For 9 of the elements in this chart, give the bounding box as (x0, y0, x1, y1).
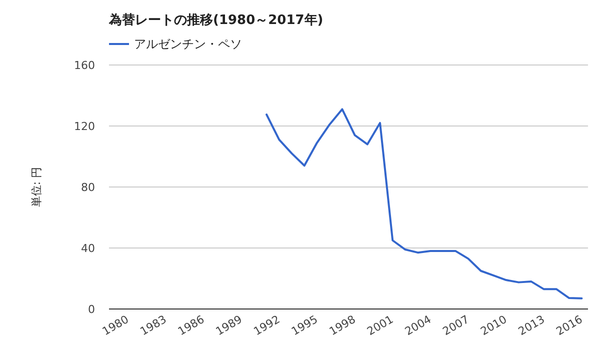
y-tick-label: 120 (74, 120, 95, 133)
y-tick-label: 0 (88, 303, 95, 316)
y-tick-label: 40 (81, 242, 95, 255)
y-tick-label: 80 (81, 181, 95, 194)
line-series (266, 108, 583, 300)
legend-label: アルゼンチン・ペソ (134, 37, 242, 51)
chart-title: 為替レートの推移(1980～2017年) (108, 13, 324, 28)
y-axis-title: 単位: 円 (30, 166, 43, 208)
y-tick-label: 160 (74, 59, 95, 72)
